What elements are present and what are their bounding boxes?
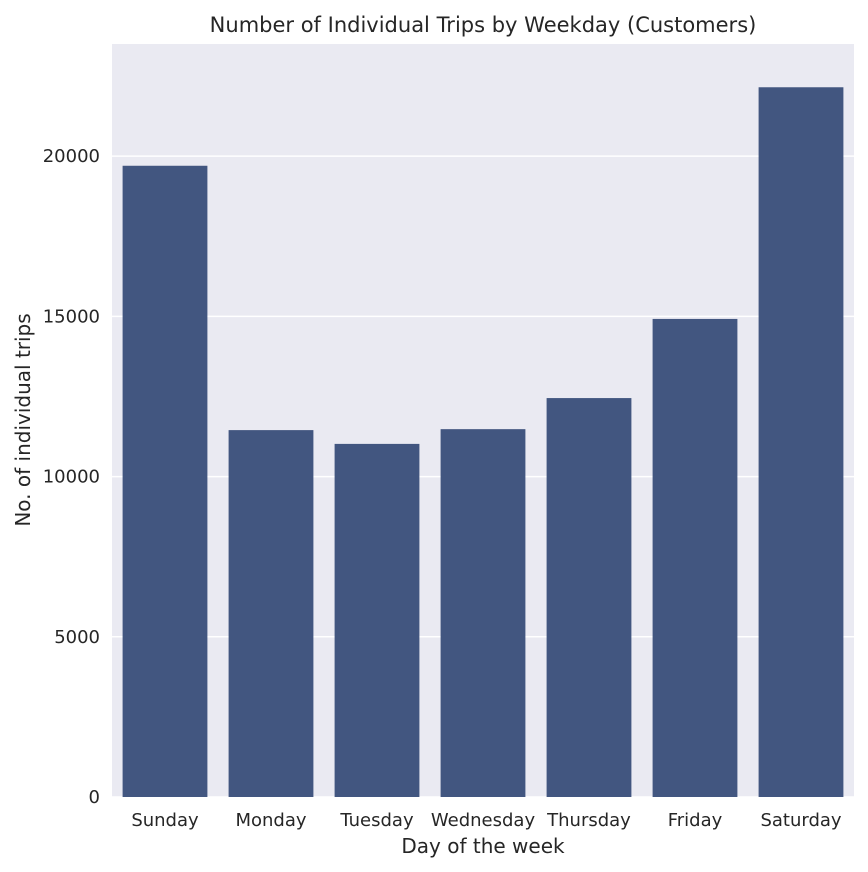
x-tick-label: Friday (668, 810, 723, 831)
x-axis-label: Day of the week (401, 834, 565, 858)
bars (122, 87, 844, 797)
x-tick-label: Wednesday (431, 810, 536, 831)
y-tick-label: 20000 (43, 146, 100, 167)
bar-wednesday (440, 429, 526, 797)
x-tick-label: Tuesday (339, 810, 414, 831)
bar-sunday (122, 165, 208, 797)
x-tick-labels: Sunday Monday Tuesday Wednesday Thursday Frid… (131, 810, 842, 831)
bar-tuesday (334, 443, 420, 797)
y-tick-label: 0 (89, 787, 100, 808)
y-tick-label: 10000 (43, 467, 100, 488)
x-tick-label: Sunday (131, 810, 199, 831)
y-tick-labels: 0 5000 10000 15000 20000 (43, 146, 100, 808)
bar-saturday (758, 87, 844, 797)
bar-thursday (546, 398, 632, 797)
x-tick-label: Thursday (546, 810, 631, 831)
bar-monday (228, 430, 314, 797)
x-tick-label: Saturday (760, 810, 841, 831)
y-axis-label: No. of individual trips (11, 313, 35, 526)
x-tick-label: Monday (235, 810, 306, 831)
bar-friday (652, 318, 738, 797)
y-tick-label: 5000 (54, 627, 100, 648)
y-tick-label: 15000 (43, 306, 100, 327)
chart-title: Number of Individual Trips by Weekday (C… (210, 13, 757, 37)
